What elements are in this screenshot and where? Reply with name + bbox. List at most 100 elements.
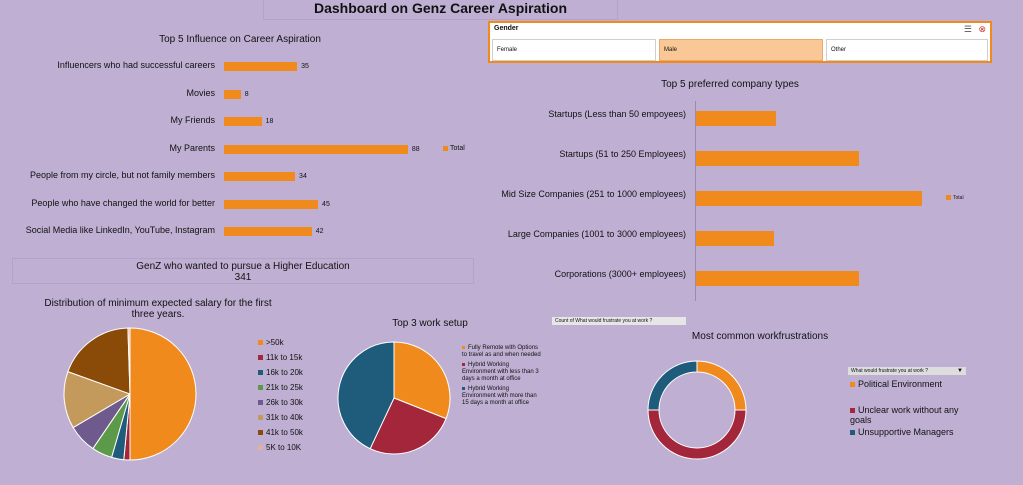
- legend-entry: 26k to 30k: [258, 395, 348, 410]
- bar-value: 42: [315, 228, 324, 235]
- legend-swatch: [258, 430, 263, 436]
- legend-label: Total: [450, 145, 465, 152]
- bar-label: People who have changed the world for be…: [31, 197, 215, 208]
- gender-slicer: Gender ☰ ⊗ Female Male Other: [488, 21, 992, 63]
- salary-legend: >50k 11k to 15k 16k to 20k 21k to 25k 26k to…: [258, 335, 348, 455]
- legend-label: >50k: [266, 338, 284, 347]
- multi-select-icon[interactable]: ☰: [963, 24, 972, 34]
- frustration-filter[interactable]: What would frustrate you at work ? ▼: [848, 367, 966, 375]
- pie-slice[interactable]: [696, 360, 747, 411]
- legend-label: 41k to 50k: [266, 428, 303, 437]
- frustrations-title: Most common workfrustrations: [691, 331, 829, 342]
- legend-label: 5K to 10K: [266, 443, 302, 452]
- bar-value: 45: [322, 200, 330, 208]
- legend-swatch: [462, 362, 465, 366]
- pie-slice[interactable]: [647, 409, 747, 460]
- legend-entry: Fully Remote with Options to travel as a…: [462, 345, 542, 359]
- bar-label: Influencers who had successful careers: [57, 60, 215, 70]
- bar-label: Startups (Less than 50 empoyees): [548, 109, 686, 119]
- legend-swatch: [462, 345, 465, 349]
- legend-entry: >50k: [258, 335, 348, 350]
- frustrations-donut-chart: [647, 360, 747, 460]
- bar[interactable]: [224, 89, 241, 99]
- legend-entry: Hybrid Working Environment with less tha…: [462, 362, 542, 383]
- bar[interactable]: [224, 117, 262, 126]
- work-setup-pie-chart: [337, 341, 451, 455]
- legend-entry: Hybrid Working Environment with more tha…: [462, 386, 542, 407]
- bar[interactable]: [695, 191, 922, 206]
- bar[interactable]: [695, 271, 859, 286]
- pie-slice[interactable]: [63, 371, 132, 429]
- bar-value: 34: [299, 173, 307, 180]
- bar[interactable]: [695, 151, 859, 166]
- pie-slice[interactable]: [337, 341, 395, 450]
- company-chart-title: Top 5 preferred company types: [661, 79, 799, 90]
- filter-icon[interactable]: ▼: [957, 368, 963, 374]
- legend-swatch: [258, 385, 263, 391]
- bar-value: 35: [301, 63, 309, 70]
- bar[interactable]: [224, 62, 298, 71]
- bar[interactable]: [224, 199, 319, 209]
- legend-swatch: [258, 340, 263, 346]
- pie-slice[interactable]: [127, 327, 131, 395]
- legend-label: Hybrid Working Environment with less tha…: [462, 362, 539, 382]
- frustration-filter-label: What would frustrate you at work ?: [851, 368, 928, 374]
- bar-value: 18: [265, 118, 274, 125]
- legend-swatch: [462, 386, 465, 390]
- bar[interactable]: [224, 172, 296, 181]
- slicer-header: Gender: [494, 25, 519, 32]
- company-chart: Startups (Less than 50 empoyees) Startups…: [488, 96, 1008, 301]
- bar[interactable]: [695, 231, 774, 246]
- frustrations-legend: Political Environment Unclear work withou…: [850, 379, 980, 439]
- legend-label: Political Environment: [858, 379, 943, 389]
- bar-label: Mid Size Companies (251 to 1000 employee…: [501, 189, 686, 199]
- legend-label: Total: [953, 195, 964, 201]
- legend-swatch: [946, 195, 951, 201]
- bar[interactable]: [695, 111, 776, 126]
- dashboard-title: Dashboard on Genz Career Aspiration: [263, 0, 618, 20]
- bar-label: Movies: [186, 87, 215, 98]
- bar-label: My Parents: [169, 142, 215, 153]
- influence-chart-title: Top 5 Influence on Career Aspiration: [159, 34, 321, 45]
- legend-swatch: [258, 445, 263, 451]
- legend-swatch: [258, 415, 263, 421]
- salary-pie-chart: [63, 327, 197, 461]
- higher-education-kpi: GenZ who wanted to pursue a Higher Educa…: [12, 258, 474, 284]
- pie-slice[interactable]: [67, 327, 131, 395]
- legend-entry: Political Environment: [850, 379, 980, 389]
- work-setup-legend: Fully Remote with Options to travel as a…: [462, 345, 542, 410]
- bar[interactable]: [224, 144, 408, 154]
- bar-label: Corporations (3000+ employees): [554, 269, 686, 279]
- chart-legend: Total: [946, 195, 964, 201]
- chart-legend: Total: [443, 145, 465, 152]
- legend-label: Fully Remote with Options to travel as a…: [462, 345, 541, 358]
- legend-entry: 21k to 25k: [258, 380, 348, 395]
- legend-swatch: [258, 370, 263, 376]
- bar-label: Social Media like LinkedIn, YouTube, Ins…: [25, 225, 215, 235]
- legend-swatch: [443, 145, 448, 151]
- bar-label: People from my circle, but not family me…: [29, 170, 215, 180]
- legend-swatch: [258, 400, 263, 406]
- clear-filter-icon[interactable]: ⊗: [978, 24, 986, 34]
- slicer-option-male[interactable]: Male: [659, 39, 823, 61]
- slicer-option-female[interactable]: Female: [492, 39, 656, 61]
- bar-value: 8: [244, 90, 249, 98]
- filter-tag[interactable]: Count of What would frustrate you at wor…: [552, 317, 686, 325]
- legend-label: Hybrid Working Environment with more tha…: [462, 386, 537, 406]
- legend-entry: Unsupportive Managers: [850, 427, 980, 437]
- legend-label: 31k to 40k: [266, 413, 303, 422]
- legend-label: 11k to 15k: [266, 353, 303, 362]
- pie-slice[interactable]: [647, 360, 698, 411]
- pie-slice[interactable]: [369, 397, 447, 455]
- legend-entry: 41k to 50k: [258, 425, 348, 440]
- legend-label: 21k to 25k: [266, 383, 303, 392]
- legend-swatch: [850, 408, 855, 414]
- work-setup-title: Top 3 work setup: [392, 318, 468, 329]
- salary-chart-title: Distribution of minimum expected salary …: [44, 298, 272, 320]
- slicer-option-other[interactable]: Other: [826, 39, 988, 61]
- pie-slice[interactable]: [129, 327, 197, 461]
- pie-slice[interactable]: [393, 341, 451, 420]
- legend-entry: Unclear work without any goals: [850, 405, 980, 425]
- bar-label: My Friends: [170, 115, 215, 125]
- bar[interactable]: [224, 227, 312, 236]
